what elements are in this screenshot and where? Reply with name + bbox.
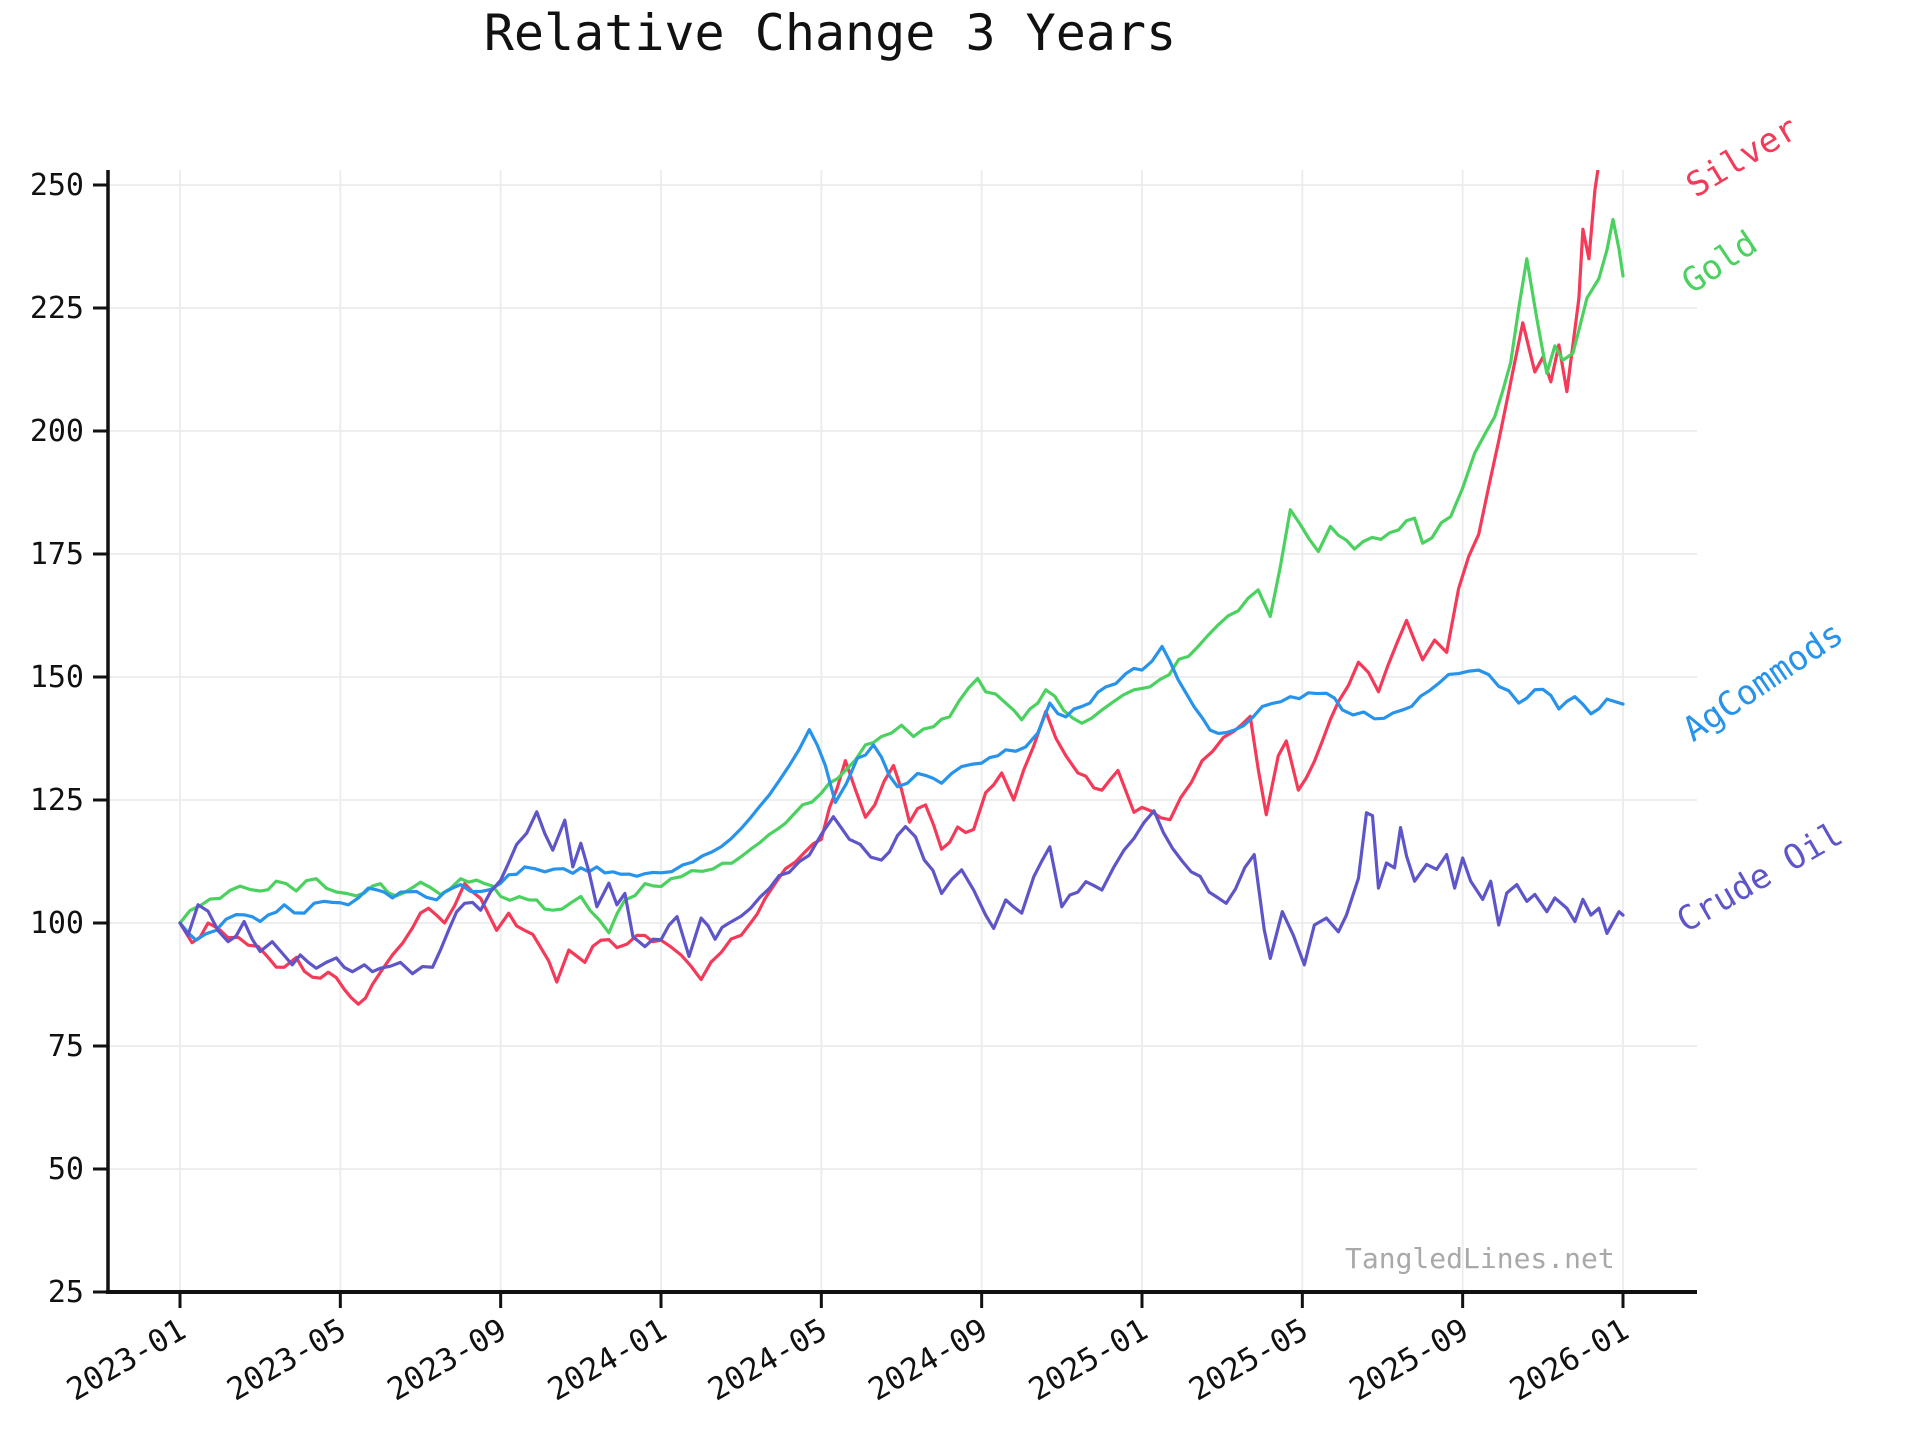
x-tick-label: 2024-05 bbox=[702, 1312, 833, 1409]
x-tick-label: 2024-01 bbox=[542, 1312, 673, 1409]
x-tick-label: 2024-09 bbox=[863, 1312, 994, 1409]
series-line-agcommods bbox=[178, 644, 1625, 942]
series-line-silver bbox=[178, 170, 1600, 1006]
watermark-text: TangledLines.net bbox=[1345, 1242, 1615, 1275]
x-tick-label: 2025-01 bbox=[1023, 1312, 1154, 1409]
y-tick-label: 225 bbox=[30, 291, 84, 326]
y-tick-label: 125 bbox=[30, 783, 84, 818]
x-tick-label: 2023-09 bbox=[382, 1312, 513, 1409]
y-tick-label: 200 bbox=[30, 414, 84, 449]
x-tick-label: 2025-05 bbox=[1183, 1312, 1314, 1409]
y-tick-label: 100 bbox=[30, 906, 84, 941]
series-line-gold bbox=[178, 217, 1625, 935]
x-tick-label: 2025-09 bbox=[1344, 1312, 1475, 1409]
y-tick-label: 150 bbox=[30, 660, 84, 695]
x-tick-label: 2023-05 bbox=[221, 1312, 352, 1409]
x-tick-label: 2023-01 bbox=[61, 1312, 192, 1409]
x-tick-label: 2026-01 bbox=[1504, 1312, 1635, 1409]
y-tick-label: 25 bbox=[48, 1275, 84, 1310]
series-line-crude-oil bbox=[178, 809, 1625, 976]
y-tick-label: 175 bbox=[30, 537, 84, 572]
chart-title: Relative Change 3 Years bbox=[483, 4, 1177, 62]
y-tick-label: 50 bbox=[48, 1152, 84, 1187]
y-tick-label: 250 bbox=[30, 168, 84, 203]
y-tick-label: 75 bbox=[48, 1029, 84, 1064]
